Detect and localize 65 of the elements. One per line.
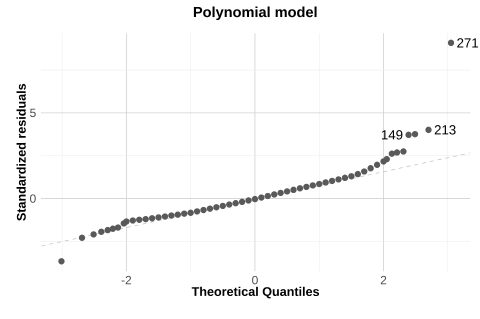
- point: [110, 226, 116, 232]
- point: [162, 213, 168, 220]
- annotation: 213: [434, 125, 456, 135]
- point: [58, 258, 65, 264]
- point: [277, 190, 284, 196]
- point: [271, 191, 278, 198]
- point: [374, 162, 380, 168]
- point: [148, 215, 156, 222]
- x-tick-label: -2: [122, 276, 132, 284]
- point: [310, 182, 316, 189]
- point: [448, 40, 454, 46]
- point: [400, 148, 407, 155]
- point: [252, 196, 258, 202]
- point: [335, 176, 342, 183]
- point: [220, 202, 226, 210]
- x-axis-title: Theoretical Quantiles: [192, 286, 320, 298]
- point: [200, 206, 207, 214]
- point: [187, 210, 194, 216]
- point: [226, 201, 232, 208]
- annotation: 271: [457, 38, 478, 48]
- point: [348, 173, 355, 180]
- point: [367, 165, 374, 172]
- point: [303, 184, 310, 190]
- point: [90, 231, 97, 238]
- point: [123, 218, 130, 225]
- point: [245, 197, 252, 204]
- point: [354, 170, 361, 178]
- point: [114, 224, 122, 231]
- point: [361, 168, 368, 175]
- point: [284, 188, 290, 195]
- point: [136, 216, 142, 223]
- x-tick-label: 0: [252, 276, 258, 284]
- point: [98, 228, 104, 235]
- point: [328, 178, 336, 184]
- point: [394, 149, 400, 156]
- point: [290, 186, 297, 193]
- annotation: 149: [382, 130, 402, 140]
- point: [155, 214, 162, 221]
- point: [142, 216, 149, 222]
- y-tick-label: 5: [30, 108, 36, 118]
- point: [181, 210, 188, 217]
- point: [104, 226, 111, 234]
- point: [296, 185, 304, 192]
- point: [213, 204, 220, 210]
- point: [316, 180, 322, 188]
- point: [384, 156, 390, 162]
- point: [206, 205, 214, 212]
- point: [168, 212, 175, 219]
- point: [174, 211, 181, 218]
- point: [342, 174, 348, 181]
- point: [130, 217, 136, 224]
- point: [388, 150, 396, 157]
- x-tick-label: 2: [380, 276, 386, 284]
- point: [264, 192, 271, 200]
- point: [412, 130, 418, 138]
- point: [322, 179, 329, 186]
- point: [258, 194, 265, 201]
- point: [232, 200, 239, 206]
- point: [194, 208, 200, 215]
- point: [405, 132, 412, 138]
- point: [238, 198, 246, 205]
- chart-title: Polynomial model: [194, 6, 317, 20]
- point: [425, 126, 432, 134]
- point: [78, 234, 86, 241]
- y-axis-title: Standardized residuals: [16, 84, 26, 221]
